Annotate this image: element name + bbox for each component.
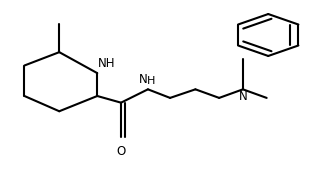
Text: O: O	[116, 145, 126, 158]
Text: N: N	[239, 90, 248, 103]
Text: H: H	[147, 75, 156, 85]
Text: NH: NH	[98, 57, 116, 70]
Text: N: N	[139, 73, 148, 85]
